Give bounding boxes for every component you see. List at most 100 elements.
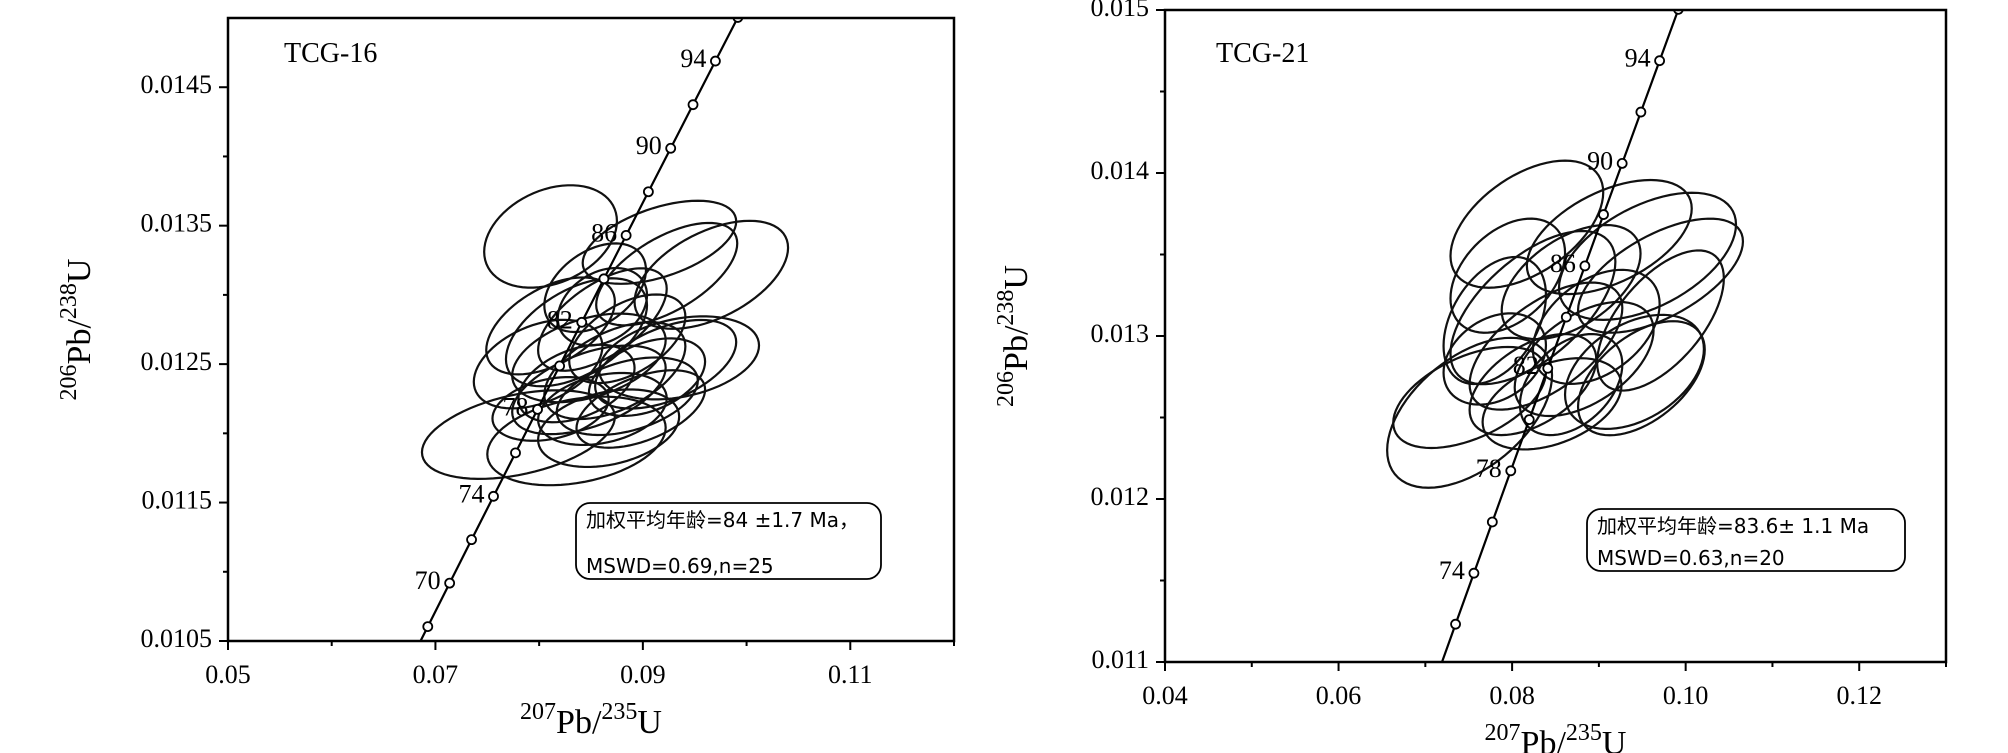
error-ellipse [1468,332,1598,437]
age-marker [620,229,632,241]
x-tick-label: 0.08 [1489,681,1535,710]
age-marker [1450,618,1461,630]
age-label: 70 [415,566,441,595]
x-axis-title: 207Pb/235U [1485,720,1627,753]
axis-title-part: U [998,265,1035,290]
age-marker [1542,362,1554,374]
age-marker [576,316,588,328]
x-tick-label: 0.09 [620,660,666,689]
x-tick-label: 0.10 [1663,681,1709,710]
age-marker [466,534,477,546]
age-marker [1468,567,1480,579]
y-tick-label: 0.011 [1091,645,1149,674]
age-marker [554,360,566,372]
age-marker [1523,414,1535,426]
age-marker [1414,722,1423,731]
error-ellipse [537,371,668,447]
superscript: 207 [1485,720,1521,746]
age-marker [1635,106,1647,118]
error-ellipse [1442,255,1548,386]
error-ellipse [483,184,619,289]
age-label: 90 [1587,146,1613,175]
y-tick-label: 0.0105 [141,624,213,653]
age-marker [1433,671,1442,680]
age-marker [488,490,499,502]
age-marker [401,665,410,674]
x-tick-label: 0.12 [1836,681,1882,710]
age-label: 82 [1513,351,1539,380]
panel: 0.05 0.07 0.09 0.11 0.0105 0.0115 0.0125 0.0135… [56,16,956,741]
error-ellipse [587,337,707,417]
superscript: 207 [520,699,556,725]
superscript: 238 [993,290,1019,326]
age-label: 74 [1439,556,1465,585]
age-marker [1560,311,1572,323]
error-ellipse [486,395,667,487]
error-ellipse [511,312,667,404]
error-ellipse [1518,332,1624,437]
y-axis-title: 206Pb/238U [993,265,1035,407]
error-ellipse [1557,191,1738,321]
age-label: 90 [636,131,662,160]
error-ellipse [1500,223,1642,341]
superscript: 235 [601,699,637,725]
error-ellipse [485,276,616,376]
y-tick-label: 0.0125 [141,347,213,376]
error-ellipse [1386,336,1554,489]
error-ellipse [517,343,636,424]
error-ellipse [1576,320,1706,437]
plot-frame [1163,8,1948,664]
age-label: 86 [1550,249,1576,278]
age-marker [687,99,699,111]
age-marker [1616,157,1628,169]
error-ellipse [543,242,648,334]
error-ellipse [1481,357,1623,451]
error-ellipse [633,219,790,330]
age-marker [710,55,721,67]
y-tick-label: 0.013 [1091,319,1150,348]
error-ellipse [1513,300,1655,418]
x-axis-title: 207Pb/235U [520,699,662,741]
error-ellipse [575,369,707,449]
x-tick-label: 0.06 [1316,681,1362,710]
age-label: 86 [591,218,617,247]
y-tick-label: 0.0115 [141,486,212,515]
age-marker [1598,209,1609,220]
superscript: 206 [993,371,1019,407]
x-tick-label: 0.05 [205,660,251,689]
superscript: 238 [56,283,82,319]
axis-title-part: U [637,704,662,741]
axis-title-part: Pb/ [61,319,98,365]
annotation-box [575,502,882,580]
age-marker [444,577,456,589]
age-label: 78 [503,392,529,421]
superscript: 206 [56,364,82,400]
annotation-line: MSWD=0.69,n=25 [586,554,774,578]
age-marker [510,447,521,459]
superscript: 235 [1566,720,1602,746]
axis-title-part: U [61,259,98,284]
age-label: 74 [459,479,485,508]
age-marker [1654,55,1665,67]
error-ellipse [581,199,738,285]
concordia-curve [1440,10,1680,662]
error-ellipse [595,221,739,327]
y-tick-label: 0.0135 [141,209,213,238]
annotation-line: 加权平均年龄=83.6± 1.1 Ma [1597,514,1869,538]
panel: 0.04 0.06 0.08 0.10 0.12 0.011 0.012 0.013 0.014… [993,0,1948,753]
error-ellipse [1531,268,1661,386]
y-tick-label: 0.0145 [141,70,213,99]
age-marker [380,709,389,718]
age-marker [665,142,677,154]
x-tick-label: 0.11 [828,660,873,689]
age-marker [642,186,654,198]
error-ellipse [1468,281,1624,411]
y-axis-title: 206Pb/238U [56,259,98,401]
annotation-line: MSWD=0.63,n=20 [1597,546,1785,570]
error-ellipse [537,388,681,469]
age-marker [532,403,543,415]
age-marker [1579,260,1591,272]
x-tick-label: 0.07 [413,660,459,689]
age-label: 82 [547,305,573,334]
